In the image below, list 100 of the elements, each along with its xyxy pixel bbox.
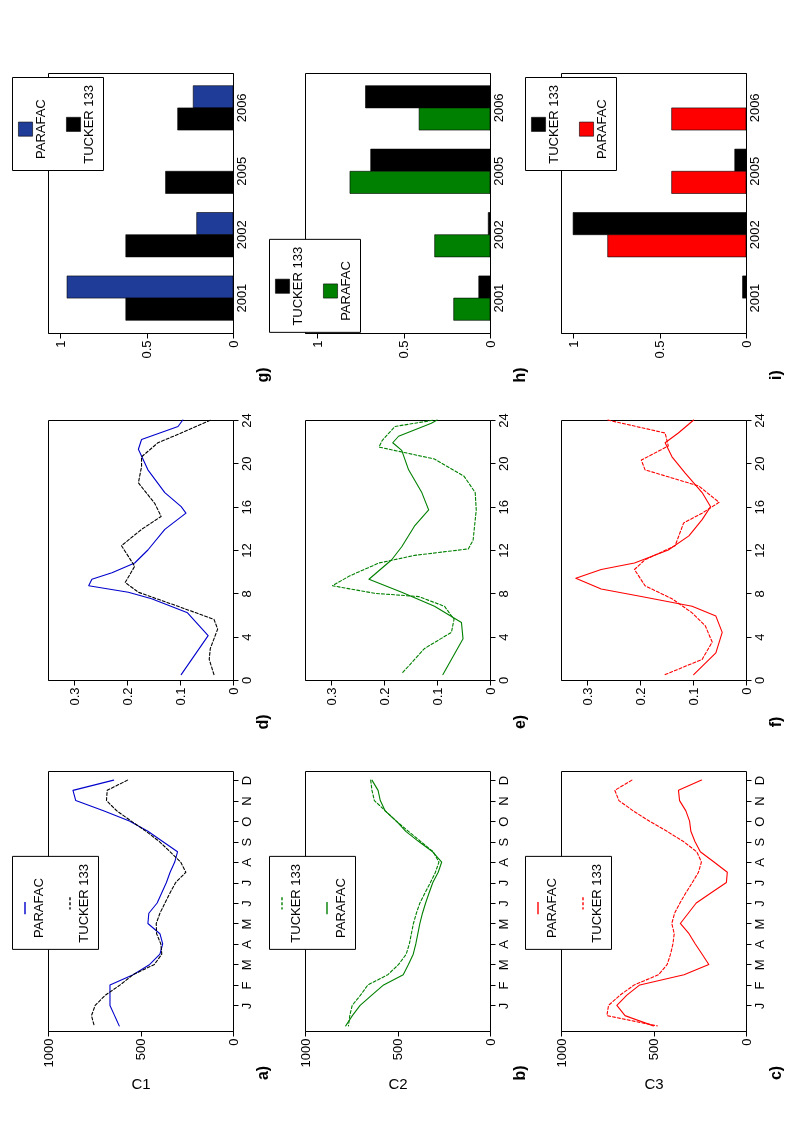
y-tick-label: 2006 [233,93,249,123]
legend-label: PARAFAC [31,878,47,938]
y-tick-label: 16 [238,499,254,515]
y-tick-label: J [495,1002,511,1010]
y-tick-label: S [238,837,254,847]
x-tick-label: 1000 [553,1038,569,1068]
y-tick-label: J [238,1002,254,1010]
x-tick-label: 1 [52,340,68,348]
x-tick-label: 1000 [40,1038,56,1068]
y-tick-label: 2005 [233,156,249,186]
x-tick-label: 0 [482,340,498,348]
y-tick-label: D [238,775,254,786]
y-tick-label: 20 [238,456,254,472]
y-tick-label: 0 [751,676,767,685]
x-tick-label: 0.1 [172,687,188,706]
text: d) [254,714,271,730]
text: g) [254,367,271,383]
x-tick-label: 0 [738,340,754,348]
y-tick-label: 2006 [490,93,506,123]
y-tick-label: F [751,981,767,990]
y-tick-label: A [751,939,767,949]
y-tick-label: 2005 [490,156,506,186]
y-tick-label: 2005 [746,156,762,186]
x-tick-label: 500 [133,1038,148,1061]
y-tick-label: N [495,796,511,806]
y-tick-label: 0 [495,676,511,685]
y-tick-label: N [238,796,254,806]
y-tick-label: N [751,796,767,806]
legend-label: PARAFAC [33,99,49,159]
x-tick-label: 0.2 [376,687,392,706]
legend-label: PARAFAC [544,878,560,938]
y-tick-label: J [751,1002,767,1010]
legend-label: TUCKER 133 [589,863,605,943]
y-tick-label: 24 [751,413,767,428]
y-tick-label: F [238,981,254,990]
y-tick-label: M [238,918,254,930]
legend-label: TUCKER 133 [76,863,92,943]
y-tick-label: F [495,981,511,990]
legend-label: TUCKER 133 [546,85,562,164]
y-tick-label: M [238,959,254,971]
y-tick-label: 24 [238,413,254,428]
y-tick-label: 12 [238,543,254,558]
y-tick-label: M [495,918,511,930]
text: i) [767,370,784,380]
y-tick-label: 2002 [233,220,249,250]
x-tick-label: 0.3 [579,687,595,706]
y-tick-label: M [751,959,767,971]
text: a) [254,1065,271,1081]
x-tick-label: 0.2 [632,687,648,706]
x-tick-label: 0.1 [429,687,445,706]
y-tick-label: A [495,939,511,949]
y-tick-label: O [238,816,254,827]
x-tick-label: 0.3 [66,687,82,706]
y-tick-label: 2001 [490,283,506,313]
text: b) [511,1065,528,1081]
y-tick-label: 8 [751,590,767,598]
y-tick-label: D [751,775,767,786]
x-tick-label: 0 [738,687,754,695]
y-tick-label: J [238,879,254,887]
x-axis-title: C3 [644,1075,664,1093]
x-tick-label: 0.5 [396,340,412,359]
x-tick-label: 0.3 [323,687,339,706]
text: e) [511,714,528,730]
legend-label: PARAFAC [333,878,349,938]
y-tick-label: 20 [751,456,767,472]
y-tick-label: 4 [495,633,511,641]
y-tick-label: O [495,816,511,827]
x-tick-label: 1 [565,340,581,348]
y-tick-label: J [238,900,254,907]
y-tick-label: 2001 [233,283,249,313]
y-tick-label: D [495,775,511,786]
y-tick-label: A [751,857,767,867]
x-axis-title: C1 [131,1075,151,1093]
legend-label: TUCKER 133 [81,85,97,164]
y-tick-label: 16 [751,499,767,515]
y-tick-label: O [751,816,767,827]
y-tick-label: 24 [495,413,511,428]
x-tick-label: 1 [309,340,325,348]
y-tick-label: S [495,837,511,847]
y-tick-label: 2006 [746,93,762,123]
y-tick-label: 16 [495,499,511,515]
y-tick-label: 20 [495,456,511,472]
y-tick-label: 8 [238,590,254,598]
legend-label: TUCKER 133 [288,863,304,943]
y-tick-label: 8 [495,590,511,598]
y-tick-label: 2001 [746,283,762,313]
x-tick-label: 0 [738,1038,754,1046]
y-tick-label: 2002 [490,220,506,250]
y-tick-label: M [751,918,767,930]
y-tick-label: J [495,900,511,907]
x-tick-label: 0 [225,687,241,695]
line-series [575,419,723,676]
legend-label: TUCKER 133 [290,246,306,326]
x-tick-label: 1000 [297,1038,313,1068]
x-tick-label: 0.5 [139,340,155,359]
x-tick-label: 0 [482,687,498,695]
legend-label: PARAFAC [338,261,354,321]
x-tick-label: 0 [225,340,241,348]
x-tick-label: 0.2 [119,687,135,706]
x-tick-label: 0 [482,1038,498,1046]
